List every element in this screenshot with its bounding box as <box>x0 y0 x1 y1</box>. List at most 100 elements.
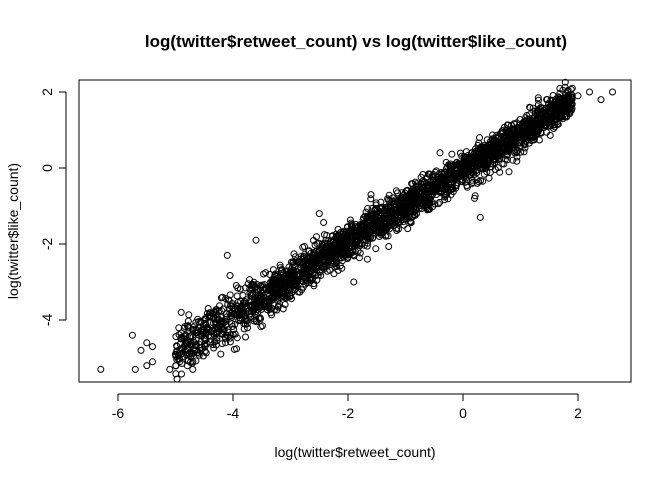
data-point <box>429 177 437 184</box>
data-point <box>504 121 512 129</box>
data-point <box>520 148 528 156</box>
data-point <box>271 271 279 279</box>
data-point <box>276 285 284 293</box>
data-point <box>597 96 605 104</box>
data-point <box>393 218 400 226</box>
data-point <box>175 351 183 359</box>
data-point <box>413 180 421 188</box>
data-point <box>288 289 296 297</box>
data-point <box>508 136 516 144</box>
data-point <box>317 272 325 279</box>
data-point <box>475 178 483 186</box>
data-point <box>574 92 582 100</box>
data-point <box>430 176 438 184</box>
data-point <box>534 107 541 114</box>
data-point <box>250 317 258 325</box>
data-point <box>222 295 230 303</box>
data-point <box>447 186 455 194</box>
x-axis: -6 -4 -2 0 2 <box>112 393 582 421</box>
data-point <box>417 173 425 181</box>
data-point <box>246 310 254 318</box>
data-point <box>185 311 193 319</box>
data-point <box>342 229 350 237</box>
data-point <box>265 284 273 291</box>
data-point <box>149 343 156 351</box>
data-point <box>524 127 531 135</box>
data-point <box>376 204 384 212</box>
data-point <box>323 267 331 275</box>
data-point <box>268 278 276 286</box>
data-point <box>184 357 192 365</box>
data-point <box>385 243 393 250</box>
data-point <box>240 325 248 333</box>
data-point <box>400 193 408 201</box>
data-point <box>256 314 264 322</box>
data-point <box>564 93 572 101</box>
data-point <box>332 253 339 261</box>
data-point <box>533 112 541 120</box>
data-point <box>308 261 316 269</box>
data-point <box>186 333 194 341</box>
data-point <box>328 244 336 252</box>
data-point <box>446 162 454 170</box>
data-point <box>479 155 487 163</box>
data-point <box>128 331 136 339</box>
data-point <box>436 149 444 157</box>
data-point <box>244 324 251 332</box>
data-point <box>549 97 556 105</box>
data-point <box>537 116 544 124</box>
data-point <box>219 293 226 301</box>
data-point <box>260 270 267 278</box>
y-tick-label: -4 <box>39 314 55 327</box>
data-point <box>277 264 284 272</box>
data-point <box>210 330 218 338</box>
data-point <box>354 247 362 255</box>
data-point <box>513 119 521 127</box>
data-point <box>491 142 499 149</box>
data-point <box>496 168 504 176</box>
data-point <box>536 120 544 128</box>
data-point <box>290 261 298 269</box>
data-point <box>395 196 403 204</box>
data-point <box>420 191 428 199</box>
data-point <box>268 293 276 301</box>
data-point <box>457 169 464 177</box>
data-point <box>257 287 265 295</box>
data-point <box>202 349 210 357</box>
data-point <box>350 278 358 286</box>
data-point <box>394 198 401 206</box>
data-point <box>410 208 418 216</box>
data-point <box>279 305 287 313</box>
data-point <box>459 166 467 174</box>
data-point <box>425 170 432 178</box>
data-point <box>233 345 241 353</box>
data-point <box>271 306 279 313</box>
data-point <box>172 362 180 370</box>
data-point <box>367 215 375 223</box>
chart-title: log(twitter$retweet_count) vs log(twitte… <box>145 32 567 51</box>
data-point <box>385 213 392 221</box>
data-point <box>217 294 225 302</box>
data-point <box>500 146 508 154</box>
data-point <box>247 291 255 299</box>
plot-area-border <box>78 79 632 383</box>
data-point <box>278 267 285 275</box>
data-point <box>255 303 263 311</box>
data-point <box>523 123 531 131</box>
data-point <box>211 315 219 323</box>
data-point <box>242 300 250 308</box>
data-point <box>566 104 574 112</box>
data-point <box>204 324 212 332</box>
data-point <box>203 326 211 333</box>
data-point <box>305 253 313 261</box>
data-point <box>421 199 429 207</box>
data-point <box>344 223 351 231</box>
data-point <box>535 96 542 104</box>
x-tick-label: 0 <box>459 405 467 421</box>
data-point <box>411 178 419 186</box>
data-point <box>310 249 318 256</box>
data-point <box>372 217 379 225</box>
data-point <box>349 239 357 247</box>
data-point <box>472 145 479 153</box>
x-tick-label: -6 <box>112 405 125 421</box>
